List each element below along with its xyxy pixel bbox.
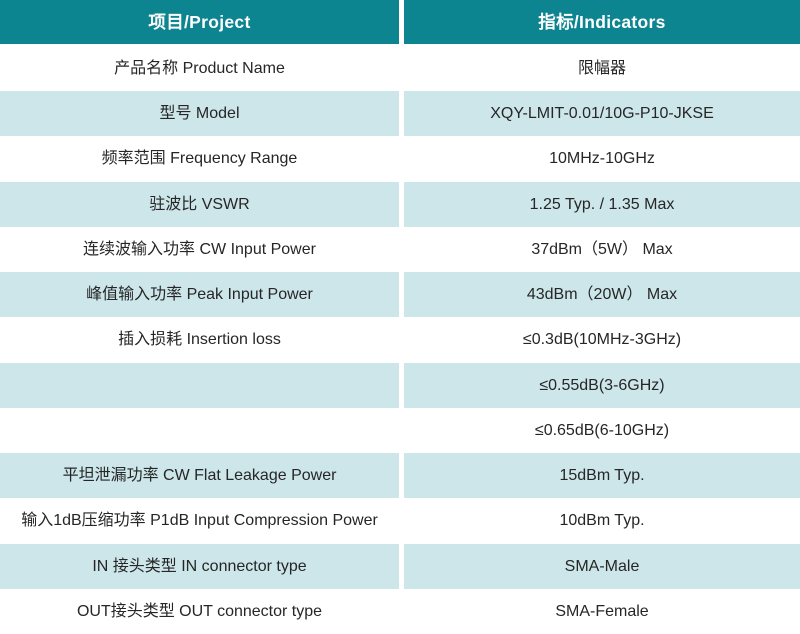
indicator-cell: 10MHz-10GHz [404,136,800,182]
indicator-cell: 1.25 Typ. / 1.35 Max [404,181,800,227]
indicator-cell: SMA-Male [404,543,800,589]
project-cell: IN 接头类型 IN connector type [0,543,399,589]
project-cell [0,407,399,454]
indicator-cell: 43dBm（20W） Max [404,272,800,318]
table-body: 产品名称 Product Name 限幅器 型号 Model XQY-LMIT-… [0,46,800,634]
project-cell: 平坦泄漏功率 CW Flat Leakage Power [0,453,399,499]
indicator-cell: ≤0.65dB(6-10GHz) [404,407,800,454]
header-cell-project: 项目/Project [0,0,399,44]
table-row: 频率范围 Frequency Range 10MHz-10GHz [0,136,800,182]
indicator-cell: 15dBm Typ. [404,453,800,499]
table-row: OUT接头类型 OUT connector type SMA-Female [0,588,800,634]
table-row: 产品名称 Product Name 限幅器 [0,46,800,92]
indicator-cell: 限幅器 [404,46,800,92]
table-row: 插入损耗 Insertion loss ≤0.3dB(10MHz-3GHz) [0,317,800,363]
table-row: ≤0.55dB(3-6GHz) [0,362,800,408]
project-cell: 产品名称 Product Name [0,46,399,92]
table-row: 平坦泄漏功率 CW Flat Leakage Power 15dBm Typ. [0,453,800,499]
project-cell: 峰值输入功率 Peak Input Power [0,272,399,318]
header-cell-indicators: 指标/Indicators [404,0,800,44]
project-cell: 频率范围 Frequency Range [0,136,399,182]
table-row: ≤0.65dB(6-10GHz) [0,407,800,454]
table-row: 峰值输入功率 Peak Input Power 43dBm（20W） Max [0,272,800,318]
indicator-cell: ≤0.55dB(3-6GHz) [404,362,800,408]
project-cell [0,362,399,408]
table-row: IN 接头类型 IN connector type SMA-Male [0,543,800,589]
project-cell: OUT接头类型 OUT connector type [0,588,399,634]
table-row: 输入1dB压缩功率 P1dB Input Compression Power 1… [0,498,800,544]
project-cell: 插入损耗 Insertion loss [0,317,399,363]
indicator-cell: ≤0.3dB(10MHz-3GHz) [404,317,800,363]
project-cell: 输入1dB压缩功率 P1dB Input Compression Power [0,498,399,544]
project-cell: 驻波比 VSWR [0,181,399,227]
indicator-cell: 10dBm Typ. [404,498,800,544]
indicator-cell: XQY-LMIT-0.01/10G-P10-JKSE [404,91,800,137]
indicator-cell: 37dBm（5W） Max [404,226,800,273]
table-row: 连续波输入功率 CW Input Power 37dBm（5W） Max [0,226,800,273]
table-row: 型号 Model XQY-LMIT-0.01/10G-P10-JKSE [0,91,800,137]
project-cell: 型号 Model [0,91,399,137]
project-cell: 连续波输入功率 CW Input Power [0,226,399,273]
indicator-cell: SMA-Female [404,588,800,634]
table-row: 驻波比 VSWR 1.25 Typ. / 1.35 Max [0,181,800,227]
table-header-row: 项目/Project 指标/Indicators [0,0,800,44]
